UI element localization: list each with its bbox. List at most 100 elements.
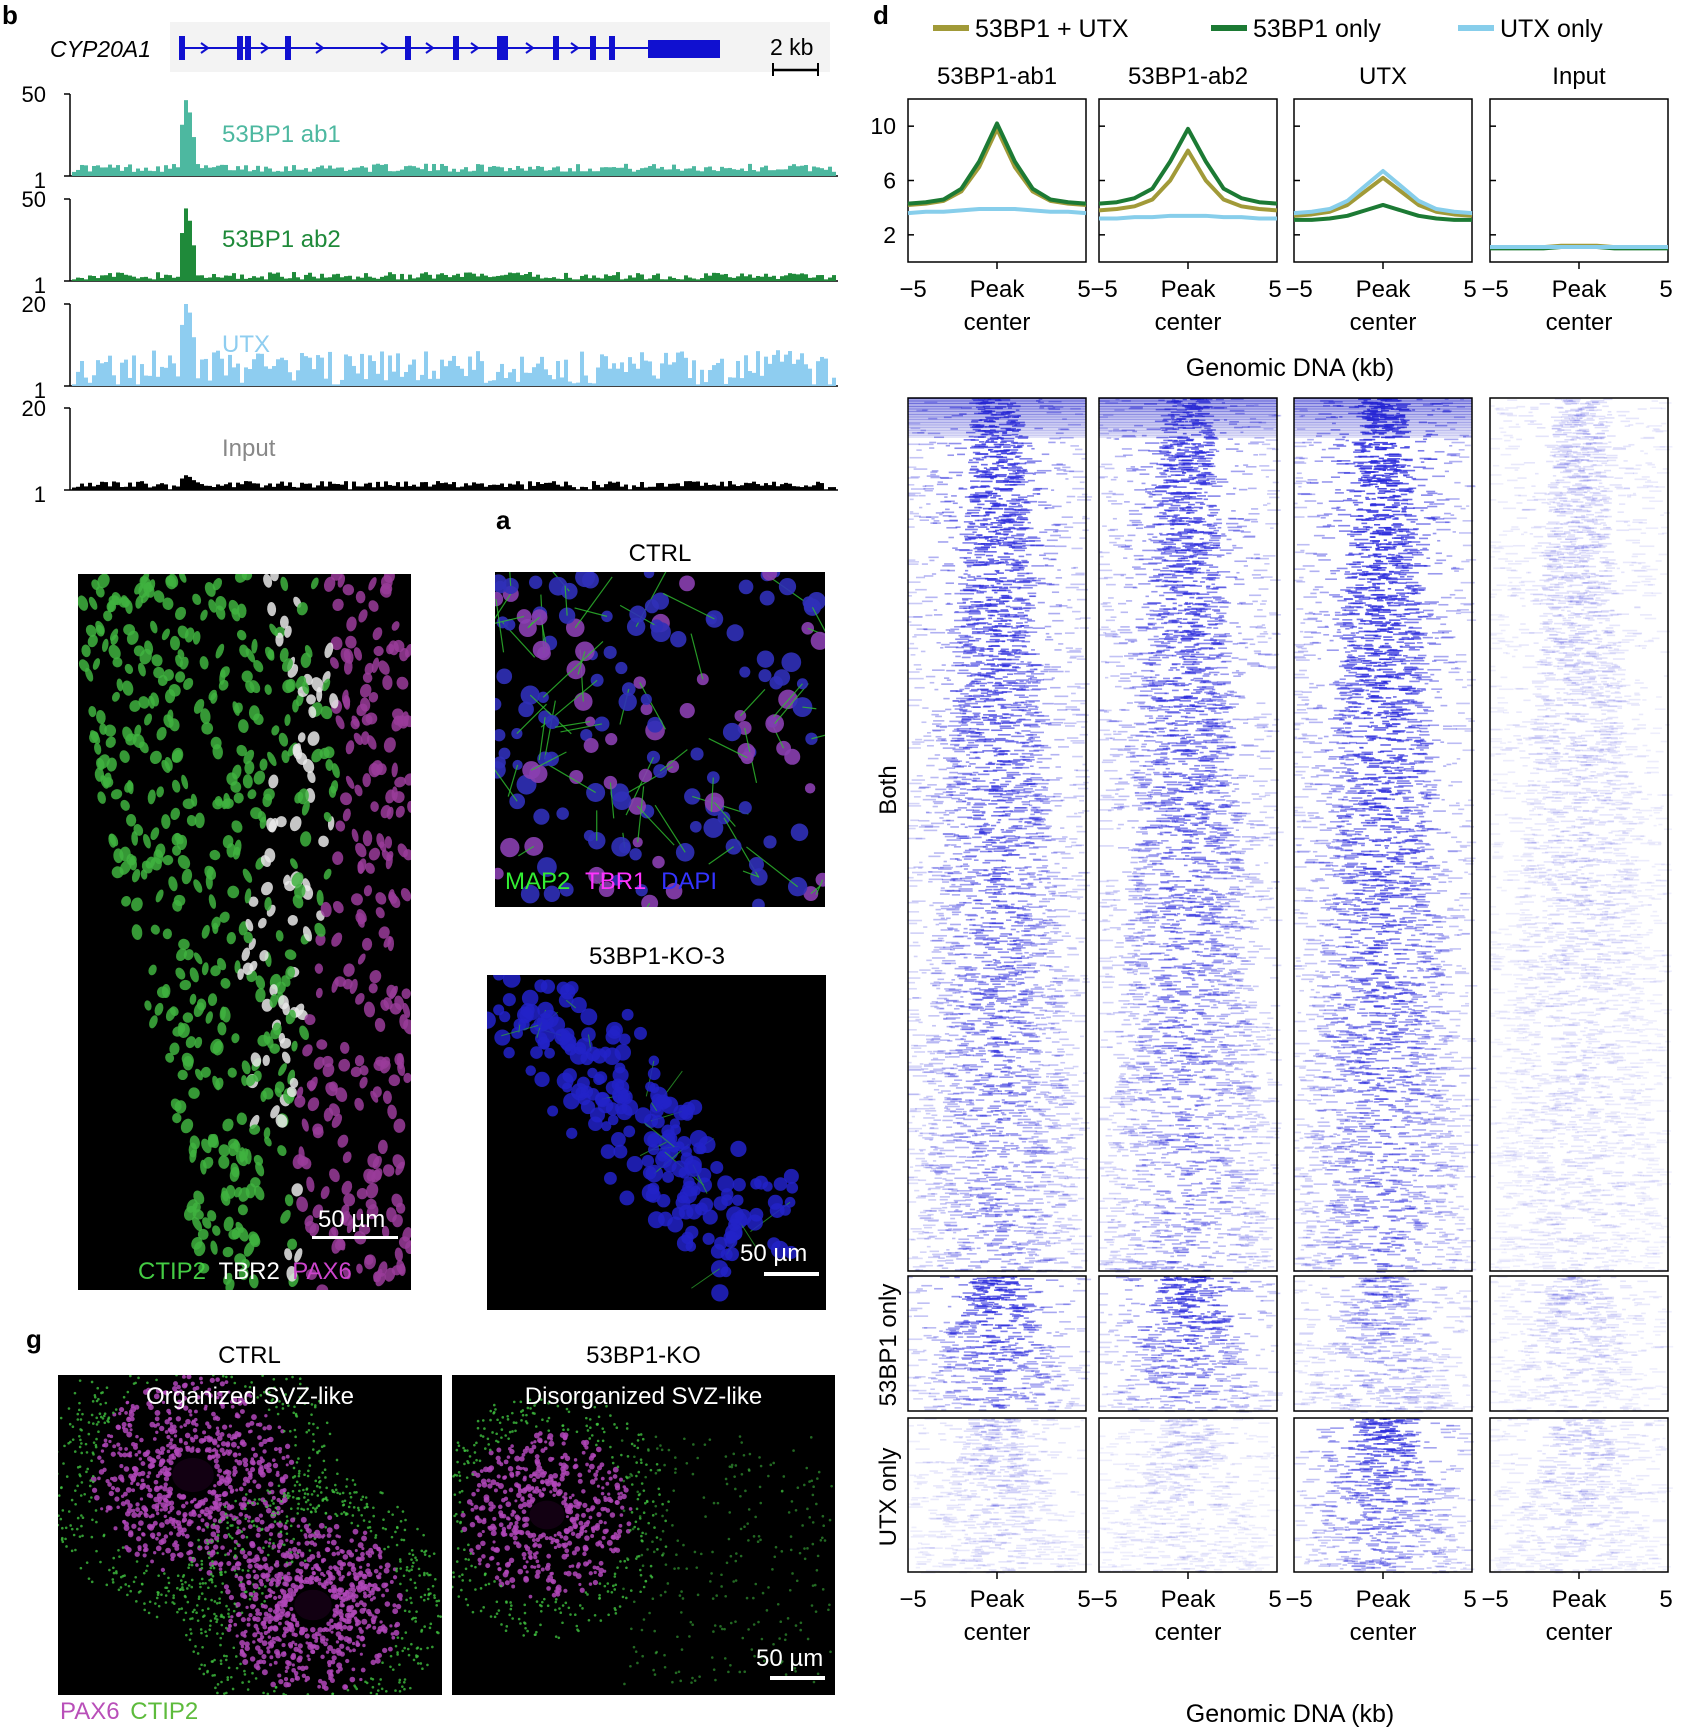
- x-tick-right: 5: [1268, 276, 1281, 303]
- track-bar: [304, 274, 308, 281]
- track-label: 53BP1 ab2: [222, 226, 341, 253]
- track-bar: [480, 273, 484, 281]
- track-bar: [644, 487, 648, 490]
- track-bar: [228, 170, 232, 176]
- track-bar: [96, 360, 100, 386]
- track-bar: [568, 485, 572, 490]
- track-bar: [80, 483, 84, 490]
- track-bar: [744, 355, 748, 386]
- y-tick-label: 10: [870, 113, 896, 139]
- track-bar: [360, 353, 364, 386]
- x-axis-label-top: Genomic DNA (kb): [1186, 354, 1394, 382]
- track-bar: [680, 170, 684, 176]
- track-bar: [140, 364, 144, 386]
- track-bar: [516, 481, 520, 490]
- track-bar: [704, 273, 708, 281]
- track-bar: [432, 484, 436, 490]
- track-bar: [312, 487, 316, 490]
- track-bar: [468, 356, 472, 386]
- track-bar: [484, 275, 488, 281]
- track-bar: [604, 484, 608, 490]
- track-bar: [328, 351, 332, 386]
- x-tick-left: −5: [1481, 1586, 1508, 1613]
- legend-swatch: [1458, 25, 1494, 31]
- track-bar: [716, 485, 720, 490]
- track-bar: [268, 168, 272, 176]
- track-bar: [508, 272, 512, 281]
- track-bar: [808, 171, 812, 176]
- track-bar: [768, 485, 772, 490]
- track-bar: [376, 481, 380, 490]
- track-bar: [488, 485, 492, 490]
- track-bar: [396, 279, 400, 281]
- x-tick-center: center: [1546, 1619, 1613, 1646]
- track-bar: [120, 487, 124, 490]
- x-tick-peak: Peak: [1356, 1586, 1412, 1613]
- track-bar: [164, 367, 168, 386]
- track-bar: [592, 481, 596, 490]
- track-bar: [556, 361, 560, 386]
- track-bar: [480, 164, 484, 176]
- track-bar: [484, 382, 488, 386]
- track-bar: [804, 274, 808, 281]
- track-bar: [388, 485, 392, 490]
- track-bar: [640, 352, 644, 386]
- track-bar: [504, 171, 508, 176]
- track-bar: [428, 378, 432, 386]
- track-bar: [256, 165, 260, 176]
- track-bar: [712, 484, 716, 490]
- track-bar: [200, 359, 204, 386]
- x-tick-left: −5: [1285, 276, 1312, 303]
- track-bar: [244, 278, 248, 281]
- track-bar: [676, 352, 680, 386]
- track-bar: [260, 353, 264, 386]
- track-bar: [108, 355, 112, 386]
- track-bar: [456, 487, 460, 490]
- track-bar: [616, 368, 620, 386]
- track-bar: [772, 170, 776, 176]
- track-bar: [432, 278, 436, 281]
- track-bar: [804, 364, 808, 386]
- legend-swatch: [1211, 25, 1247, 31]
- track-bar: [400, 376, 404, 386]
- track-bar: [232, 273, 236, 281]
- track-bar: [568, 168, 572, 176]
- track-bar: [820, 275, 824, 281]
- track-bar: [584, 274, 588, 281]
- track-bar: [708, 166, 712, 176]
- heatmap-block: [1489, 397, 1673, 1273]
- track-bar: [736, 360, 740, 386]
- track-bar: [148, 487, 152, 490]
- track-bar: [520, 356, 524, 386]
- track-bar: [408, 364, 412, 386]
- track-bar: [164, 484, 168, 490]
- profile-legend: 53BP1 + UTX 53BP1 only UTX only: [933, 15, 1603, 43]
- track-bar: [608, 275, 612, 281]
- legend-label: UTX only: [1500, 15, 1603, 43]
- track-bar: [744, 171, 748, 176]
- track-bar: [456, 171, 460, 176]
- track-bar: [696, 279, 700, 281]
- track-bar: [576, 164, 580, 176]
- track-bar: [540, 278, 544, 281]
- track-bar: [820, 356, 824, 386]
- track-bar: [796, 486, 800, 490]
- track-bar: [120, 272, 124, 281]
- track-bar: [232, 170, 236, 176]
- track-bar: [264, 485, 268, 490]
- track-bar: [320, 273, 324, 281]
- track-bar: [188, 476, 192, 490]
- track-bar: [744, 482, 748, 490]
- track-bar: [412, 359, 416, 386]
- ko-scale-bar: [764, 1272, 819, 1276]
- track-bar: [660, 363, 664, 386]
- track-bar: [124, 274, 128, 281]
- track-bar: [208, 167, 212, 176]
- track-bar: [756, 275, 760, 281]
- track-bar: [808, 486, 812, 490]
- track-bar: [248, 277, 252, 281]
- gene-name: CYP20A1: [50, 36, 151, 62]
- track-bar: [116, 384, 120, 386]
- track-bar: [596, 171, 600, 176]
- track-bar: [72, 279, 76, 281]
